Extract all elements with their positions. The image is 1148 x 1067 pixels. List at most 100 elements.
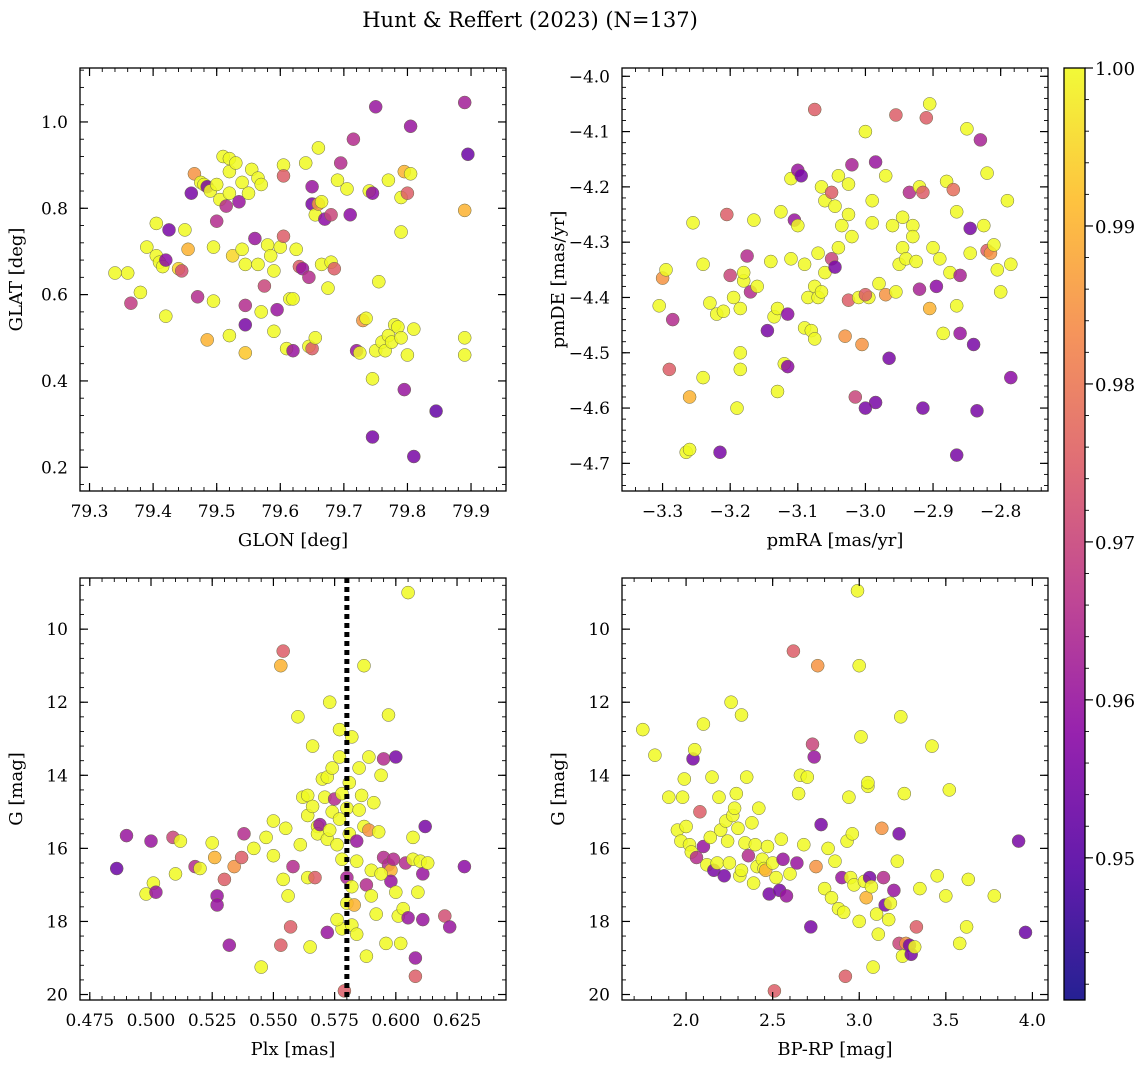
data-point: [276, 644, 290, 658]
data-point: [696, 257, 710, 272]
data-point: [173, 834, 188, 848]
y-tick-label: 0.2: [41, 458, 68, 478]
data-point: [729, 786, 744, 801]
data-point: [776, 852, 790, 867]
data-point: [841, 177, 856, 191]
data-point: [457, 859, 472, 874]
x-tick-label: 2.5: [759, 1011, 786, 1031]
data-point: [790, 856, 804, 870]
data-point: [794, 169, 808, 183]
colorbar-tick-label: 0.98: [1095, 375, 1135, 396]
data-point: [804, 920, 818, 934]
y-tick-label: −4.0: [569, 67, 610, 87]
data-point: [293, 837, 308, 852]
data-point: [895, 210, 910, 225]
data-point: [222, 186, 237, 200]
data-point: [276, 229, 291, 244]
data-point: [780, 307, 795, 321]
data-point: [811, 246, 825, 260]
data-point: [457, 95, 472, 110]
data-point: [429, 404, 443, 418]
data-point: [457, 348, 472, 362]
data-point: [401, 585, 415, 600]
data-point: [352, 761, 366, 775]
panel-glon-glat: 79.3 79.4 79.5 79.6 79.7 79.8 79.9 0.2 0.4 0.6 0.8…: [6, 67, 507, 551]
data-point: [824, 185, 839, 200]
x-tick-label: 4.0: [1019, 1011, 1046, 1031]
data-point: [933, 252, 947, 266]
x-tick-label: 3.5: [932, 1011, 959, 1031]
data-point: [720, 207, 734, 222]
data-point: [393, 936, 408, 951]
data-point: [693, 805, 707, 819]
y-tick-label: 20: [46, 986, 68, 1006]
data-point: [254, 177, 268, 192]
data-point: [289, 242, 303, 257]
data-point: [909, 920, 924, 934]
y-tick-label: 12: [46, 693, 68, 713]
x-axis-label: pmRA [mas/yr]: [767, 530, 904, 551]
data-point: [858, 287, 873, 302]
x-tick-label: 79.8: [389, 502, 427, 522]
data-point: [887, 883, 901, 898]
data-point: [234, 850, 249, 865]
data-point: [990, 263, 1005, 277]
data-point: [865, 193, 879, 208]
data-point: [159, 309, 173, 323]
data-point: [411, 885, 425, 899]
colorbar-tick-label: 1.00: [1095, 59, 1135, 80]
x-tick-label: −3.2: [710, 502, 751, 522]
data-point: [828, 854, 842, 868]
x-tick-label: 79.3: [71, 502, 109, 522]
data-point: [987, 889, 1002, 903]
data-point: [919, 111, 934, 125]
data-point: [420, 856, 435, 870]
data-point: [140, 240, 154, 254]
data-point: [836, 905, 851, 920]
data-point: [259, 830, 273, 845]
data-point: [174, 264, 189, 278]
data-point: [842, 790, 856, 804]
data-point: [235, 175, 249, 190]
data-point: [283, 920, 298, 934]
data-point: [247, 841, 261, 856]
data-point: [774, 205, 788, 219]
data-point: [864, 879, 879, 894]
data-point: [400, 348, 415, 362]
data-point: [184, 186, 199, 200]
data-point: [936, 326, 950, 341]
data-point: [705, 770, 719, 784]
y-tick-label: 14: [46, 766, 68, 786]
data-point: [973, 133, 988, 147]
data-point: [961, 872, 976, 887]
data-point: [912, 282, 927, 296]
y-tick-label: −4.3: [569, 233, 610, 253]
data-point: [814, 285, 829, 299]
data-point: [980, 166, 994, 180]
y-tick-label: 16: [46, 839, 68, 859]
data-point: [308, 331, 323, 345]
data-point: [817, 881, 832, 896]
data-point: [889, 285, 903, 299]
data-point: [848, 390, 863, 404]
data-point: [248, 231, 262, 246]
data-point: [807, 750, 821, 764]
data-point: [206, 294, 221, 308]
data-point: [354, 788, 369, 803]
data-point: [731, 821, 745, 836]
data-point: [791, 786, 806, 801]
data-point: [858, 124, 873, 139]
data-point: [747, 213, 761, 227]
data-point: [652, 299, 666, 313]
data-point: [311, 141, 326, 155]
panel-proper-motion: −3.3 −3.2 −3.1 −3.0 −2.9 −2.8 −4.7 −4.6 −4.5 −4.4…: [548, 67, 1049, 551]
axes-frame: [621, 577, 1049, 1001]
data-point: [235, 242, 249, 257]
data-point: [205, 836, 219, 850]
data-point: [865, 216, 879, 230]
data-point: [324, 208, 338, 222]
data-point: [267, 324, 281, 339]
data-point: [871, 927, 886, 941]
data-point: [677, 772, 692, 786]
data-point: [740, 249, 754, 263]
